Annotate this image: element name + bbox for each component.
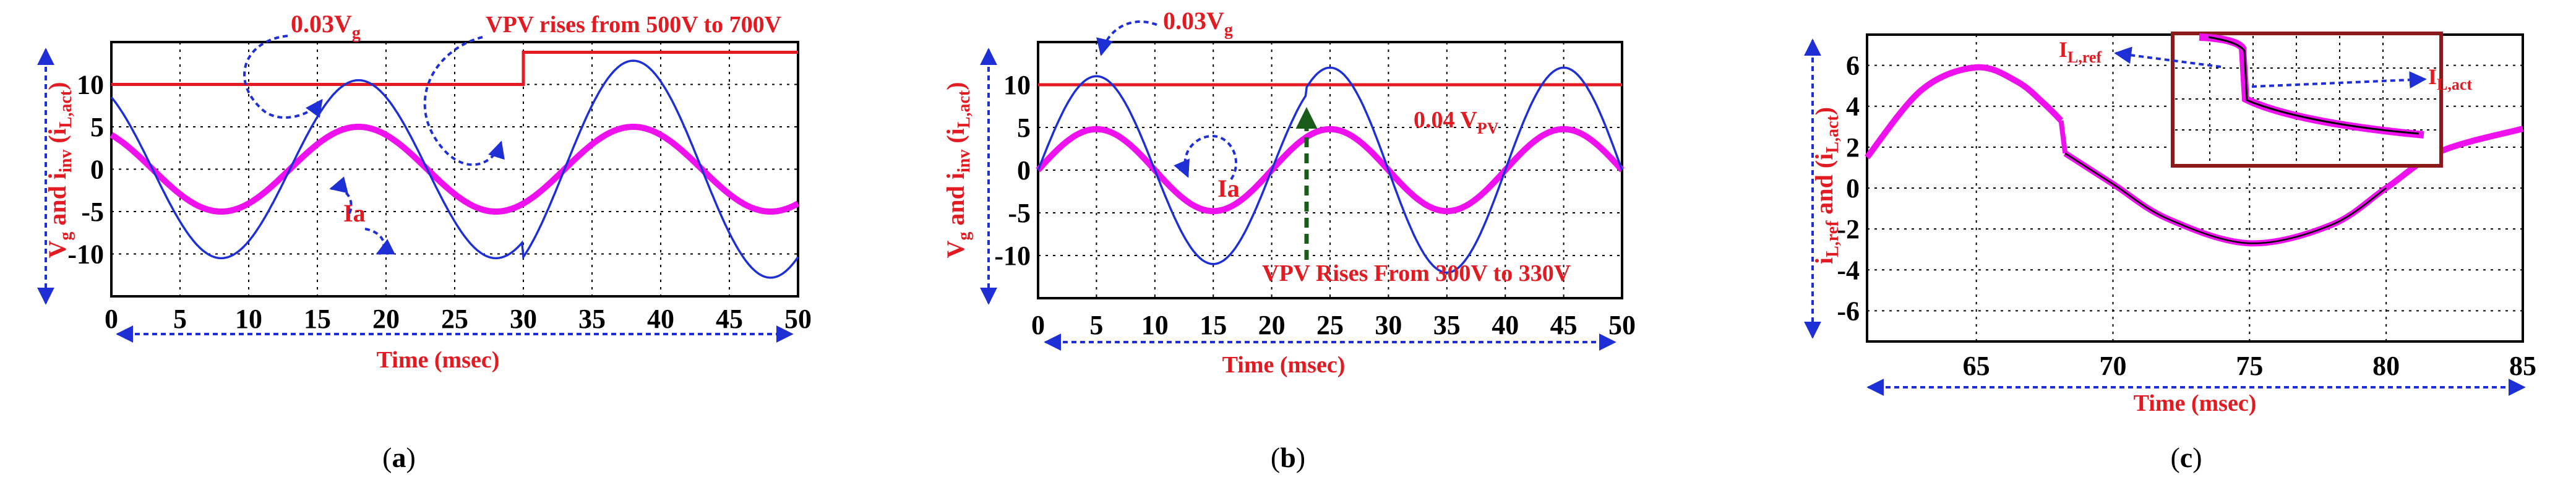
panel-a-vpv-arrow (423, 36, 505, 166)
series-voltage-line (110, 59, 799, 279)
panel-c-ylabel: iL,ref and (iL,act) (1810, 107, 1842, 264)
xtick-label: 0 (105, 304, 118, 334)
ytick-label: 10 (77, 70, 104, 100)
panel-a-vg-pct-arrow (243, 35, 323, 119)
panel-a-xlabel: Time (msec) (377, 347, 500, 373)
panel-b-vpv-rise-label: VPV Rises From 300V to 330V (1262, 260, 1571, 286)
ytick-label: 10 (1003, 70, 1031, 100)
panel-b-vg-pct-label: 0.03Vg (1163, 7, 1233, 40)
xtick-label: 45 (1550, 310, 1578, 340)
ytick-label: -6 (1837, 296, 1860, 326)
panel-a-current-label: Ia (343, 199, 366, 227)
xtick-label: 25 (1316, 310, 1344, 340)
xtick-label: 5 (173, 304, 187, 334)
ytick-label: -5 (81, 197, 104, 227)
ytick-label: 0 (1017, 155, 1031, 186)
panel-c-caption: (c) (2170, 442, 2202, 473)
panel-b-vpv-pct-label: 0.04 VPV (1414, 107, 1499, 137)
panel-c-inset (2171, 32, 2443, 168)
panel-a-xtick-labels: 0 5 10 15 20 25 30 35 40 45 50 (105, 304, 812, 334)
panel-c-ytick-labels: 6 4 2 0 -2 -4 -6 (1837, 51, 1860, 327)
xtick-label: 10 (1141, 310, 1169, 340)
xtick-label: 35 (578, 304, 606, 334)
panel-b-vg-pct-arrow (1096, 20, 1157, 56)
xtick-label: 45 (716, 304, 743, 334)
panel-b-xtick-labels: 0 5 10 15 20 25 30 35 40 45 50 (1031, 310, 1636, 340)
xtick-label: 20 (372, 304, 400, 334)
panel-b-series (1036, 66, 1625, 274)
panel-c-ref-label: IL,ref (2059, 37, 2102, 66)
panel-a-vg-pct-label: 0.03Vg (291, 10, 361, 43)
xtick-label: 75 (2236, 351, 2263, 381)
panel-a-ytick-labels: 10 5 0 -5 -10 (67, 70, 104, 270)
xtick-label: 80 (2372, 351, 2400, 381)
panel-c-inset-ref-trace (2208, 36, 2419, 135)
xtick-label: 15 (1200, 310, 1227, 340)
xtick-label: 15 (304, 304, 331, 334)
xtick-label: 40 (647, 304, 674, 334)
xtick-label: 70 (2100, 351, 2127, 381)
panel-a-caption: (a) (382, 442, 416, 473)
series-current-line (1036, 126, 1625, 215)
ytick-label: -10 (994, 241, 1031, 271)
panel-b-current-arrow (1174, 134, 1238, 181)
xtick-label: 35 (1433, 310, 1461, 340)
panel-c-xlabel: Time (msec) (2134, 390, 2257, 416)
panel-b-xlabel: Time (msec) (1222, 352, 1346, 378)
xtick-label: 30 (1375, 310, 1402, 340)
panel-b-grid (1038, 42, 1622, 298)
panel-c-ref-arrow (2114, 46, 2222, 68)
panel-a-series (109, 50, 800, 279)
xtick-label: 5 (1089, 310, 1103, 340)
xtick-label: 40 (1492, 310, 1519, 340)
ytick-label: -4 (1837, 255, 1860, 285)
panel-b-current-label: Ia (1217, 174, 1240, 202)
ytick-label: 2 (1846, 132, 1860, 163)
series-ref-line (2064, 152, 2387, 244)
xtick-label: 20 (1258, 310, 1286, 340)
panel-b-caption: (b) (1271, 442, 1305, 473)
series-voltage-line (1037, 66, 1623, 274)
ytick-label: 0 (90, 155, 104, 185)
series-act-line-pre (1865, 64, 2064, 160)
panel-a-vpv-rise-label: VPV rises from 500V to 700V (486, 12, 782, 38)
ytick-label: -5 (1008, 198, 1031, 228)
panel-a-ylabel: Vg and iinv (iL,act) (43, 82, 75, 258)
panel-c-xtick-labels: 65 70 75 80 85 (1963, 351, 2536, 381)
xtick-label: 65 (1963, 351, 1990, 381)
xtick-label: 25 (441, 304, 468, 334)
ytick-label: 6 (1846, 51, 1860, 81)
xtick-label: 0 (1031, 310, 1045, 340)
panel-a-current-arrow (329, 176, 353, 214)
xtick-label: 50 (1608, 310, 1636, 340)
panel-c: 65 70 75 80 85 6 4 2 0 -2 -4 -6 IL,ref IL,act iL,r… (1804, 32, 2536, 473)
xtick-label: 50 (784, 304, 812, 334)
ytick-label: 5 (90, 112, 104, 142)
ytick-label: 5 (1017, 113, 1031, 143)
xtick-label: 30 (510, 304, 537, 334)
xtick-label: 85 (2509, 351, 2536, 381)
ytick-label: 4 (1846, 92, 1860, 122)
panel-a-current-arrow-2 (364, 228, 395, 255)
series-act-step (2058, 120, 2068, 154)
panel-c-act-label: IL,act (2428, 64, 2472, 93)
series-threshold-line (111, 50, 798, 86)
panel-c-act-arrow (2251, 71, 2427, 89)
panel-b-ylabel: Vg and iinv (iL,act) (942, 82, 974, 258)
panel-b-ytick-labels: 10 5 0 -5 -10 (994, 70, 1031, 271)
ytick-label: 0 (1846, 173, 1860, 204)
ytick-label: -10 (67, 239, 104, 270)
xtick-label: 10 (235, 304, 262, 334)
series-current-line (109, 124, 800, 215)
ytick-label: -2 (1837, 214, 1860, 244)
